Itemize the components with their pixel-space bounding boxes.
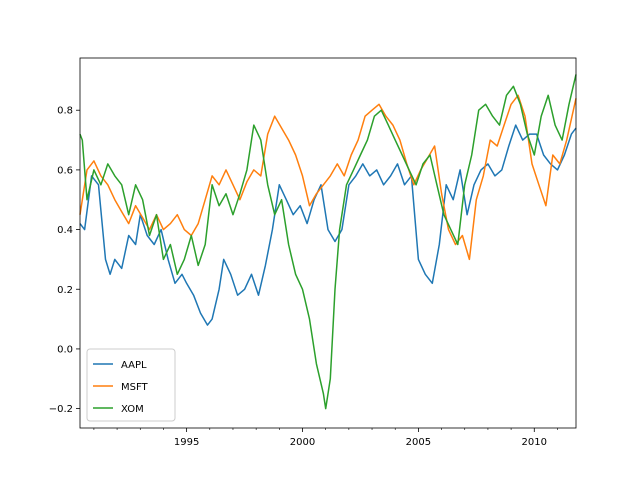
legend-label-aapl: AAPL	[121, 360, 147, 371]
legend-label-xom: XOM	[121, 404, 144, 415]
y-axis: −0.2 0.0 0.2 0.4 0.6 0.8	[49, 106, 80, 415]
plot-area-frame	[79, 57, 577, 429]
x-axis: 1995 2000 2005 2010	[93, 428, 558, 448]
y-tick-label: 0.4	[57, 225, 73, 236]
legend: AAPL MSFT XOM	[86, 348, 176, 422]
series-layer	[79, 74, 577, 410]
series-line-aapl	[79, 124, 577, 326]
x-tick-label: 2000	[290, 437, 315, 448]
legend-box	[86, 348, 176, 422]
series-line-xom	[79, 74, 577, 410]
y-tick-label: 0.6	[57, 165, 73, 176]
y-tick-label: −0.2	[49, 404, 73, 415]
y-tick-label: 0.0	[57, 344, 73, 355]
x-tick-label: 2005	[406, 437, 431, 448]
x-tick-label: 1995	[174, 437, 199, 448]
legend-label-msft: MSFT	[121, 382, 149, 393]
series-line-msft	[79, 94, 577, 261]
y-tick-label: 0.2	[57, 285, 73, 296]
x-tick-label: 2010	[522, 437, 547, 448]
y-tick-label: 0.8	[57, 106, 73, 117]
